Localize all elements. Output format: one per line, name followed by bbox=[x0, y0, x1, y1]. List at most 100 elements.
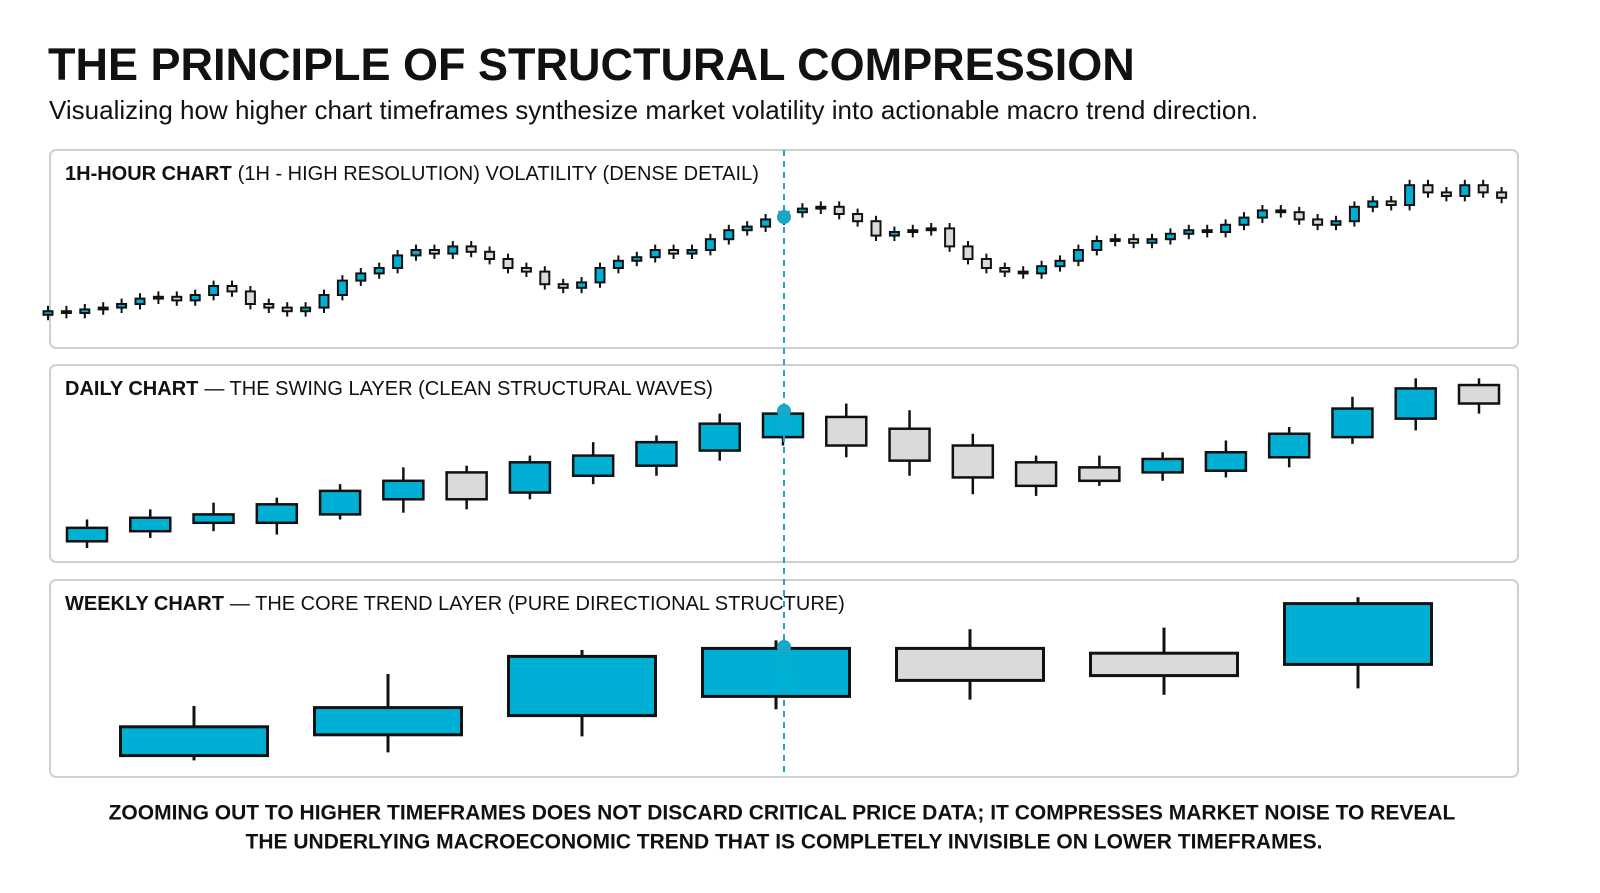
alignment-dot bbox=[777, 640, 791, 654]
candle-body bbox=[520, 267, 532, 273]
candle-body bbox=[888, 231, 900, 237]
candle-body bbox=[539, 270, 551, 286]
candle-body bbox=[313, 706, 463, 737]
panel-label-bold: WEEKLY CHART bbox=[65, 593, 224, 615]
candle-body bbox=[1036, 265, 1048, 275]
panel-label: WEEKLY CHART — THE CORE TREND LAYER (PURE… bbox=[65, 593, 845, 615]
candle-body bbox=[1089, 651, 1239, 678]
candle-body bbox=[825, 415, 868, 447]
candle-body bbox=[1256, 209, 1268, 219]
candle-body bbox=[208, 285, 220, 296]
charts: 1H-HOUR CHART (1H - HIGH RESOLUTION) VOLA… bbox=[42, 163, 1508, 761]
candle-body bbox=[1477, 184, 1489, 194]
candle-body bbox=[1330, 220, 1342, 226]
candle-body bbox=[907, 229, 919, 233]
candle-body bbox=[1331, 407, 1374, 439]
candle-body bbox=[576, 281, 588, 289]
candle-body bbox=[152, 295, 164, 300]
candle-body bbox=[1141, 457, 1184, 474]
candle-body bbox=[42, 310, 54, 316]
candle-body bbox=[980, 258, 992, 269]
candle-body bbox=[355, 272, 367, 282]
candle-body bbox=[1146, 238, 1158, 244]
candle-body bbox=[171, 295, 183, 302]
candle-body bbox=[962, 245, 974, 260]
candle-body bbox=[281, 306, 293, 313]
title: THE PRINCIPLE OF STRUCTURAL COMPRESSION bbox=[48, 39, 1135, 90]
candle-body bbox=[1220, 223, 1232, 234]
candle-body bbox=[686, 249, 698, 255]
candle-body bbox=[382, 479, 425, 501]
candle-body bbox=[1367, 200, 1379, 208]
candle-body bbox=[612, 259, 624, 269]
candle-body bbox=[445, 471, 488, 501]
panel-label: DAILY CHART — THE SWING LAYER (CLEAN STRU… bbox=[65, 378, 713, 400]
candle-body bbox=[428, 249, 440, 255]
candle-body bbox=[999, 267, 1011, 273]
candle-body bbox=[116, 303, 128, 309]
candle-body bbox=[1091, 240, 1103, 251]
panel-label-text: — THE SWING LAYER (CLEAN STRUCTURAL WAVE… bbox=[204, 378, 713, 400]
candle-body bbox=[410, 249, 422, 257]
candle-body bbox=[1267, 432, 1311, 459]
candle-body bbox=[741, 225, 753, 232]
panel-label-text: (1H - HIGH RESOLUTION) VOLATILITY (DENSE… bbox=[238, 163, 759, 185]
candle-body bbox=[119, 725, 269, 758]
footer-line: ZOOMING OUT TO HIGHER TIMEFRAMES DOES NO… bbox=[109, 802, 1456, 825]
candle-body bbox=[1078, 466, 1121, 483]
candle-body bbox=[373, 267, 385, 275]
candle-body bbox=[1014, 461, 1058, 488]
candle-body bbox=[951, 444, 995, 479]
candle-body bbox=[895, 646, 1045, 682]
candle-body bbox=[1348, 205, 1360, 223]
candle-body bbox=[1109, 238, 1121, 242]
candle-body bbox=[1457, 383, 1501, 405]
candle-body bbox=[701, 646, 851, 698]
candle-body bbox=[557, 283, 569, 289]
candle-body bbox=[255, 503, 299, 525]
candle-body bbox=[760, 218, 772, 228]
candle-body bbox=[244, 290, 256, 305]
candle-body bbox=[1422, 184, 1434, 194]
candle-body bbox=[723, 229, 735, 241]
alignment-dot bbox=[777, 210, 791, 224]
candle-body bbox=[852, 213, 864, 223]
candle-body bbox=[594, 267, 606, 284]
candle-body bbox=[1183, 229, 1195, 235]
candle-body bbox=[888, 427, 931, 462]
candle-body bbox=[1459, 184, 1471, 197]
candle-body bbox=[1283, 602, 1433, 666]
subtitle: Visualizing how higher chart timeframes … bbox=[49, 95, 1258, 125]
candle-body bbox=[189, 294, 201, 302]
candle-body bbox=[1201, 229, 1213, 233]
candle-body bbox=[318, 489, 362, 516]
footer-line: THE UNDERLYING MACROECONOMIC TREND THAT … bbox=[246, 831, 1323, 854]
candle-body bbox=[318, 294, 330, 309]
candle-body bbox=[1440, 191, 1452, 197]
candle-body bbox=[925, 227, 937, 232]
candle-body bbox=[1017, 270, 1029, 275]
candle-body bbox=[635, 440, 678, 467]
candle-body bbox=[1238, 216, 1250, 226]
candle-body bbox=[1164, 232, 1176, 241]
candle-body bbox=[336, 279, 348, 297]
candle-body bbox=[870, 220, 882, 237]
panel-label-bold: 1H-HOUR CHART bbox=[65, 163, 232, 185]
candle-body bbox=[484, 250, 496, 261]
candle-body bbox=[129, 516, 172, 533]
candle-body bbox=[79, 308, 91, 314]
candle-body bbox=[833, 205, 845, 216]
candle-body bbox=[944, 227, 956, 248]
candle-body bbox=[1054, 259, 1066, 268]
candle-body bbox=[668, 249, 680, 255]
candle-body bbox=[192, 513, 235, 525]
candle-body bbox=[649, 249, 661, 259]
candle-body bbox=[1293, 211, 1305, 221]
candle-body bbox=[392, 254, 404, 269]
panel-label-bold: DAILY CHART bbox=[65, 378, 198, 400]
candle-body bbox=[1275, 209, 1287, 214]
candle-body bbox=[97, 306, 109, 311]
candle-body bbox=[1128, 238, 1140, 244]
